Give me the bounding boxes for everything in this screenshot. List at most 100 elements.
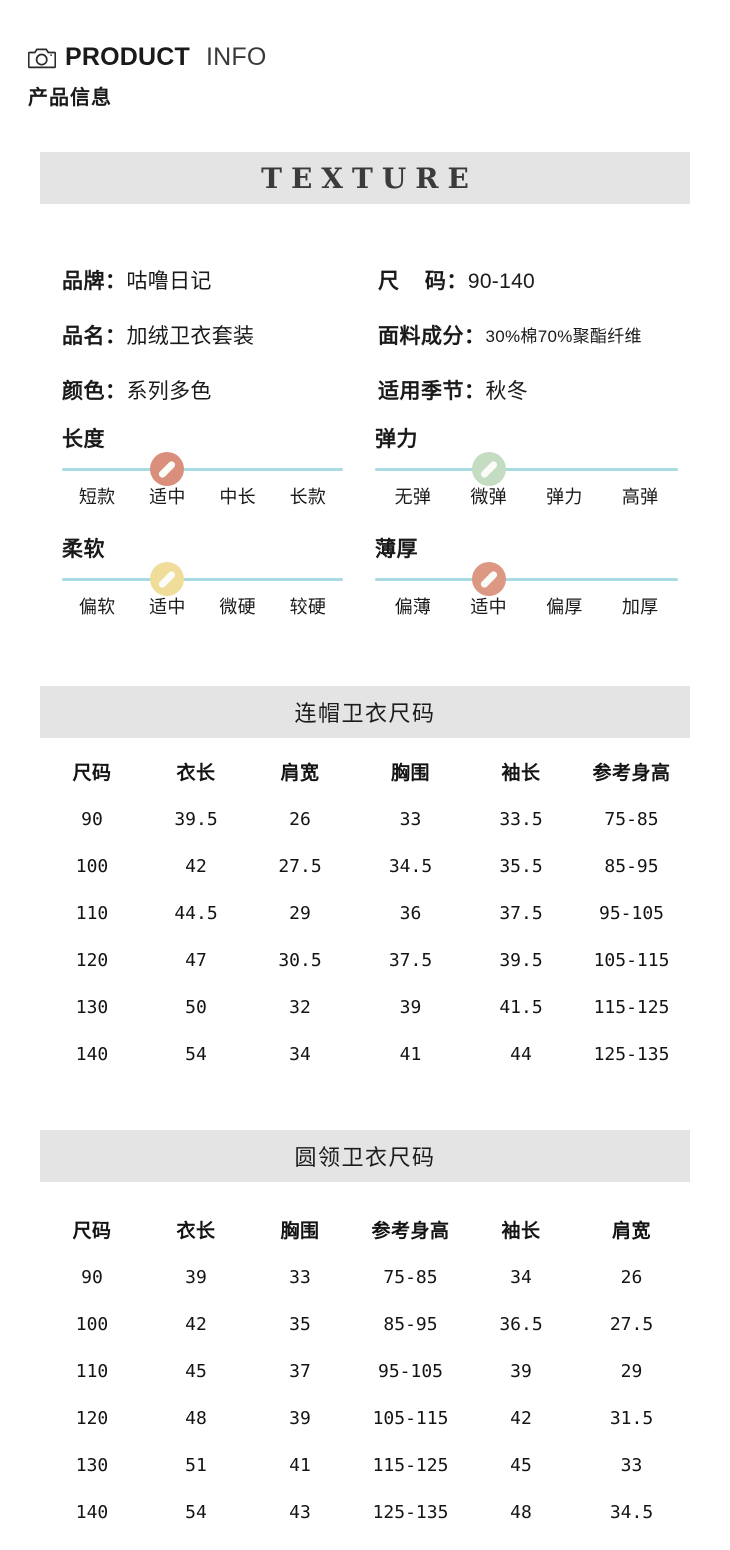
slider-track[interactable] (375, 578, 678, 582)
slider-label[interactable]: 适中 (149, 597, 186, 618)
table-cell: 48 (185, 1408, 207, 1429)
table-cell: 41.5 (499, 997, 543, 1018)
column-header: 尺码 (72, 762, 112, 784)
column-header: 胸围 (390, 762, 430, 784)
hoodie-size-table-title: 连帽卫衣尺码 (294, 701, 436, 726)
table-cell: 45 (185, 1361, 207, 1382)
table-cell: 90 (81, 1267, 103, 1288)
table-cell: 42 (185, 856, 207, 877)
slider-knob-bar-icon (157, 569, 177, 589)
slider-label[interactable]: 高弹 (621, 487, 659, 508)
slider-knob[interactable] (471, 452, 506, 487)
table-row: 130 50 32 39 41.5 115-125 (40, 984, 690, 1031)
slider-track-wrap[interactable] (62, 452, 343, 487)
slider-label[interactable]: 偏软 (78, 597, 116, 618)
table-cell: 120 (75, 950, 109, 971)
table-cell: 39.5 (499, 950, 543, 971)
slider-labels: 偏软 适中 微硬 较硬 (62, 593, 343, 619)
table-row: 100 42 27.5 34.5 35.5 85-95 (40, 843, 690, 890)
slider-label[interactable]: 偏厚 (546, 597, 583, 618)
table-cell: 75-85 (383, 1267, 438, 1288)
table-cell: 51 (185, 1455, 207, 1476)
table-cell: 39 (185, 1267, 207, 1288)
slider-label[interactable]: 微硬 (219, 597, 256, 618)
table-cell: 42 (185, 1314, 207, 1335)
page-title-product: PRODUCT (65, 42, 191, 71)
table-row: 90 39.5 26 33 33.5 75-85 (40, 796, 690, 843)
column-header: 参考身高 (592, 762, 671, 784)
slider-label[interactable]: 较硬 (289, 597, 327, 618)
slider-track[interactable] (375, 468, 678, 472)
table-row: 140 54 34 41 44 125-135 (40, 1031, 690, 1078)
slider-label[interactable]: 中长 (219, 487, 256, 508)
table-cell: 85-95 (604, 856, 659, 877)
table-cell: 27.5 (609, 1314, 654, 1335)
table-cell: 115-125 (593, 997, 670, 1018)
slider-track-wrap[interactable] (62, 562, 343, 597)
table-cell: 120 (75, 1408, 109, 1429)
table-cell: 48 (510, 1502, 532, 1523)
crewneck-size-table-title: 圆领卫衣尺码 (294, 1145, 436, 1170)
table-cell: 26 (620, 1267, 643, 1288)
table-cell: 75-85 (604, 809, 659, 830)
page-title-row: PRODUCT INFO (28, 42, 688, 72)
slider-1: 弹力 无弹 微弹 弹力 高弹 (365, 428, 690, 538)
slider-label[interactable]: 适中 (149, 487, 186, 508)
slider-label[interactable]: 无弹 (394, 487, 432, 508)
spec-brand: 品牌： 咕噜日记 (40, 265, 370, 295)
slider-track-wrap[interactable] (375, 562, 678, 597)
table-cell: 34.5 (388, 856, 433, 877)
spec-row: 颜色： 系列多色 适用季节： 秋冬 (40, 362, 690, 417)
slider-labels: 偏薄 适中 偏厚 加厚 (375, 593, 678, 619)
slider-label[interactable]: 微弹 (470, 487, 507, 508)
table-cell: 115-125 (372, 1455, 449, 1476)
slider-knob-bar-icon (479, 459, 499, 479)
slider-knob[interactable] (150, 562, 185, 597)
table-row: 100 42 35 85-95 36.5 27.5 (40, 1301, 690, 1348)
column-header: 参考身高 (371, 1220, 450, 1242)
texture-band: TEXTURE (40, 152, 690, 204)
column-header: 袖长 (501, 762, 541, 784)
camera-icon (28, 46, 56, 69)
slider-label[interactable]: 偏薄 (394, 597, 432, 618)
table-cell: 33 (399, 809, 422, 830)
slider-label[interactable]: 适中 (470, 597, 507, 618)
table-cell: 37 (289, 1361, 311, 1382)
table-cell: 50 (185, 997, 207, 1018)
table-cell: 43 (289, 1502, 311, 1523)
slider-knob[interactable] (471, 562, 506, 597)
table-cell: 31.5 (609, 1408, 654, 1429)
table-cell: 37.5 (388, 950, 433, 971)
table-row: 110 45 37 95-105 39 29 (40, 1348, 690, 1395)
table-cell: 39 (510, 1361, 532, 1382)
table-cell: 30.5 (278, 950, 322, 971)
spec-product-name-key: 品名： (62, 324, 127, 348)
table-cell: 130 (75, 1455, 109, 1476)
spec-color-value: 系列多色 (126, 379, 212, 403)
slider-track-wrap[interactable] (375, 452, 678, 487)
table-cell: 35 (289, 1314, 311, 1335)
slider-label[interactable]: 弹力 (546, 487, 583, 508)
table-header-row: 尺码 衣长 肩宽 胸围 袖长 参考身高 (40, 746, 690, 796)
slider-knob[interactable] (150, 452, 185, 487)
table-cell: 36 (399, 903, 422, 924)
table-cell: 47 (185, 950, 207, 971)
hoodie-size-table-grid: 尺码 衣长 肩宽 胸围 袖长 参考身高 90 39.5 26 33 33.5 75-85 100 42 2… (40, 746, 690, 1078)
table-row: 90 39 33 75-85 34 26 (40, 1254, 690, 1301)
texture-band-label: TEXTURE (261, 161, 478, 195)
table-cell: 33.5 (499, 809, 543, 830)
spec-color: 颜色： 系列多色 (40, 375, 370, 405)
table-row: 120 48 39 105-115 42 31.5 (40, 1395, 690, 1442)
spec-row: 品名： 加绒卫衣套装 面料成分： 30%棉70%聚酯纤维 (40, 307, 690, 362)
slider-track[interactable] (62, 468, 343, 472)
column-header: 袖长 (501, 1220, 541, 1242)
slider-label[interactable]: 长款 (289, 487, 327, 508)
slider-label[interactable]: 加厚 (621, 597, 659, 618)
table-cell: 44 (510, 1044, 532, 1065)
table-cell: 85-95 (383, 1314, 438, 1335)
spec-product-name-value: 加绒卫衣套装 (126, 324, 255, 348)
table-header-row: 尺码 衣长 胸围 参考身高 袖长 肩宽 (40, 1204, 690, 1254)
table-cell: 39 (289, 1408, 311, 1429)
slider-track[interactable] (62, 578, 343, 582)
slider-label[interactable]: 短款 (78, 487, 116, 508)
